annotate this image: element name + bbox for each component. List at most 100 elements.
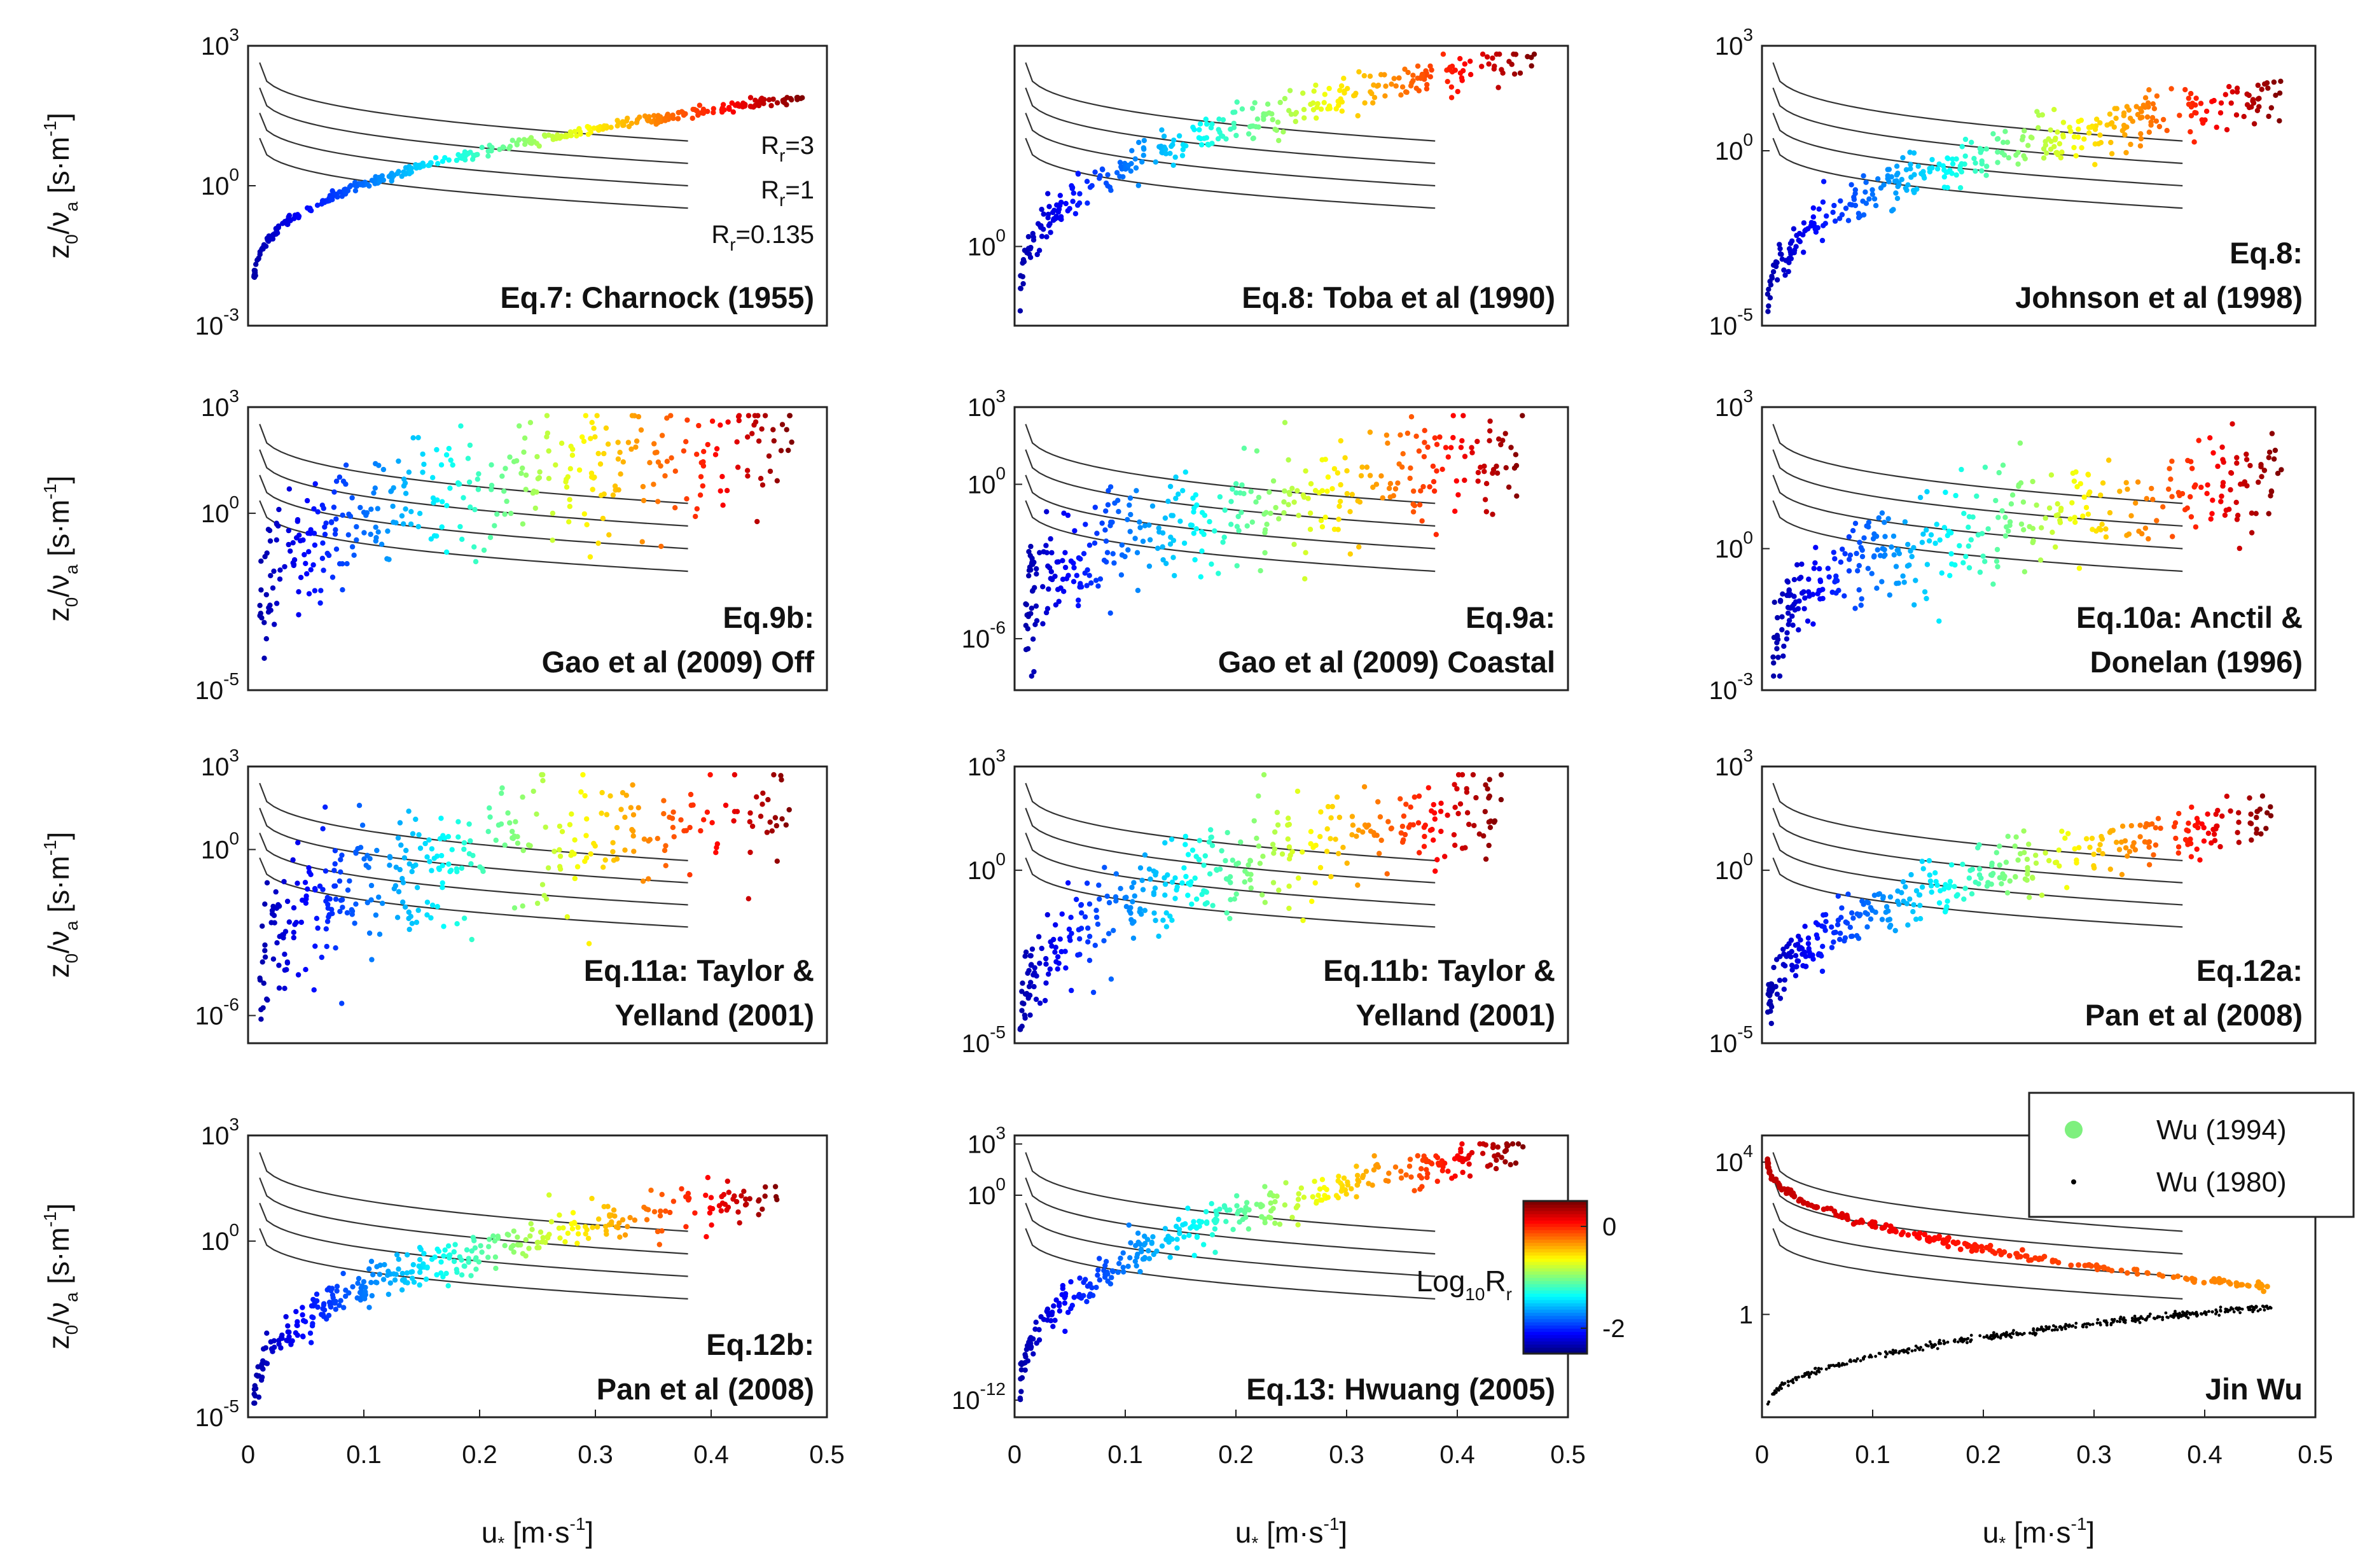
colorbar-segment <box>1523 1322 1587 1326</box>
data-point <box>1177 1230 1183 1237</box>
data-point <box>595 540 601 546</box>
data-point <box>582 793 588 799</box>
data-point <box>2052 1324 2055 1328</box>
data-point <box>585 1235 592 1242</box>
data-point <box>1962 1240 1968 1247</box>
data-point <box>1785 610 1791 616</box>
data-point <box>1191 509 1196 515</box>
data-point <box>2128 513 2134 518</box>
data-point <box>493 1265 499 1272</box>
data-point <box>341 1305 347 1310</box>
data-point <box>2271 79 2277 85</box>
data-point <box>1146 1248 1151 1254</box>
data-point <box>423 1276 429 1282</box>
data-point <box>2234 1307 2238 1310</box>
data-point <box>1997 875 2002 881</box>
data-point <box>1996 1335 2000 1339</box>
data-point <box>667 1209 673 1216</box>
data-point <box>276 506 282 513</box>
data-point <box>1400 451 1406 457</box>
data-point <box>1039 945 1044 952</box>
data-point <box>1841 593 1847 599</box>
reference-curve <box>259 424 688 504</box>
data-point <box>2238 482 2244 487</box>
data-point <box>540 772 546 778</box>
data-point <box>1020 1000 1025 1006</box>
data-point <box>1936 1347 1939 1350</box>
data-point <box>1403 1172 1409 1178</box>
data-point <box>2199 821 2205 827</box>
data-point <box>1987 1336 1990 1340</box>
data-point <box>1768 1173 1775 1179</box>
data-point <box>590 487 595 492</box>
data-point <box>415 434 421 441</box>
data-point <box>2256 95 2262 101</box>
data-point <box>1911 902 1917 908</box>
data-point <box>1796 946 1802 952</box>
data-point <box>1859 898 1865 904</box>
data-point <box>1963 553 1969 560</box>
data-point <box>572 837 578 843</box>
data-point <box>646 118 653 123</box>
data-point <box>1023 602 1029 607</box>
data-point <box>2244 102 2251 108</box>
data-point <box>2119 871 2125 878</box>
data-point <box>1103 538 1109 544</box>
data-point <box>1335 1178 1341 1184</box>
data-point <box>1303 468 1308 474</box>
data-point <box>2013 874 2018 880</box>
data-point <box>2018 480 2024 486</box>
data-point <box>570 447 576 452</box>
data-point <box>1163 924 1170 930</box>
data-point <box>1169 879 1176 885</box>
data-point <box>1070 198 1076 204</box>
data-point <box>1777 978 1783 983</box>
data-point <box>1979 168 1985 174</box>
data-point <box>567 466 573 471</box>
data-point <box>1936 1235 1941 1242</box>
data-point <box>340 561 345 567</box>
data-point <box>1484 54 1490 60</box>
data-point <box>1911 150 1917 156</box>
data-point <box>2202 117 2208 123</box>
data-point <box>2201 1280 2207 1286</box>
data-point <box>601 450 607 457</box>
data-point <box>1343 1191 1349 1197</box>
data-point <box>2128 141 2133 148</box>
data-point <box>1097 1256 1102 1261</box>
data-point <box>1411 488 1417 494</box>
data-point <box>2185 842 2191 847</box>
data-point <box>320 540 326 546</box>
data-point <box>1300 849 1305 855</box>
data-point <box>1844 1214 1850 1220</box>
data-point <box>2237 545 2242 552</box>
data-point <box>2054 1325 2058 1329</box>
data-point <box>2230 421 2235 427</box>
data-point <box>1239 106 1245 112</box>
data-point <box>612 483 618 489</box>
data-point <box>439 524 445 530</box>
data-point <box>630 782 635 788</box>
data-point <box>1833 573 1839 579</box>
data-point <box>265 527 272 532</box>
data-point <box>2013 1251 2019 1257</box>
data-point <box>2150 101 2156 107</box>
data-point <box>2148 122 2154 128</box>
data-point <box>1831 202 1837 209</box>
data-point <box>1417 850 1422 856</box>
data-point <box>2034 502 2039 508</box>
y-tick-label: 103 <box>201 25 239 60</box>
data-point <box>473 1266 479 1272</box>
reference-curve <box>1025 857 1436 928</box>
data-point <box>2214 823 2219 829</box>
data-point <box>1296 875 1301 881</box>
data-point <box>1308 101 1314 108</box>
data-point <box>2011 1331 2015 1335</box>
data-point <box>1768 1020 1774 1027</box>
data-point <box>1492 1153 1497 1159</box>
reference-curve <box>1772 424 2183 504</box>
data-point <box>346 511 352 517</box>
data-point <box>1520 1144 1526 1150</box>
data-point <box>1474 438 1480 445</box>
data-point <box>1028 244 1034 251</box>
